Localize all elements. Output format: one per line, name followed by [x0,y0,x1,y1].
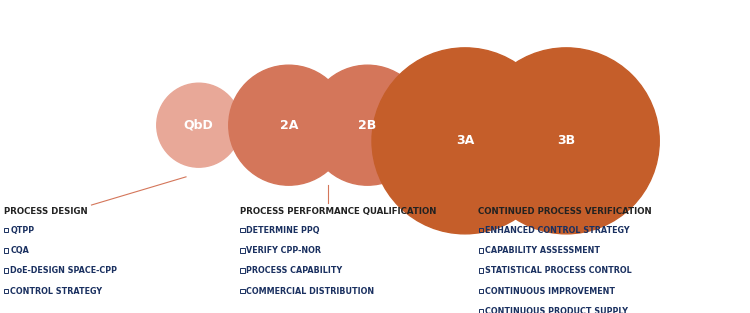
Text: CONTINUOUS IMPROVEMENT: CONTINUOUS IMPROVEMENT [485,287,615,295]
Bar [240,228,244,232]
Text: 2B: 2B [358,119,376,132]
Bar [478,289,483,293]
Bar [4,248,8,253]
Bar [4,289,8,293]
Text: 3A: 3A [456,134,474,147]
Text: ENHANCED CONTROL STRATEGY: ENHANCED CONTROL STRATEGY [485,226,630,234]
Circle shape [308,65,428,185]
Bar [478,269,483,273]
Bar [478,309,483,313]
Circle shape [473,48,659,234]
Bar [240,289,244,293]
Text: PROCESS CAPABILITY: PROCESS CAPABILITY [247,266,343,275]
Bar [478,228,483,232]
Bar [4,228,8,232]
Text: CONTINUOUS PRODUCT SUPPLY: CONTINUOUS PRODUCT SUPPLY [485,307,628,313]
Text: 2A: 2A [280,119,298,132]
Text: CQA: CQA [10,246,29,255]
Circle shape [229,65,349,185]
Bar [240,269,244,273]
Text: PROCESS DESIGN: PROCESS DESIGN [4,207,87,216]
Text: COMMERCIAL DISTRIBUTION: COMMERCIAL DISTRIBUTION [247,287,375,295]
Text: CAPABILITY ASSESSMENT: CAPABILITY ASSESSMENT [485,246,600,255]
Circle shape [157,83,241,167]
Text: DoE-DESIGN SPACE-CPP: DoE-DESIGN SPACE-CPP [10,266,117,275]
Text: CONTROL STRATEGY: CONTROL STRATEGY [10,287,102,295]
Bar [478,248,483,253]
Text: 3B: 3B [557,134,575,147]
Text: QbD: QbD [184,119,214,132]
Text: STATISTICAL PROCESS CONTROL: STATISTICAL PROCESS CONTROL [485,266,632,275]
Text: CONTINUED PROCESS VERIFICATION: CONTINUED PROCESS VERIFICATION [478,207,652,216]
Text: PROCESS PERFORMANCE QUALIFICATION: PROCESS PERFORMANCE QUALIFICATION [240,207,436,216]
Circle shape [372,48,558,234]
Text: VERIFY CPP-NOR: VERIFY CPP-NOR [247,246,322,255]
Text: QTPP: QTPP [10,226,34,234]
Bar [240,248,244,253]
Bar [4,269,8,273]
Text: DETERMINE PPQ: DETERMINE PPQ [247,226,320,234]
